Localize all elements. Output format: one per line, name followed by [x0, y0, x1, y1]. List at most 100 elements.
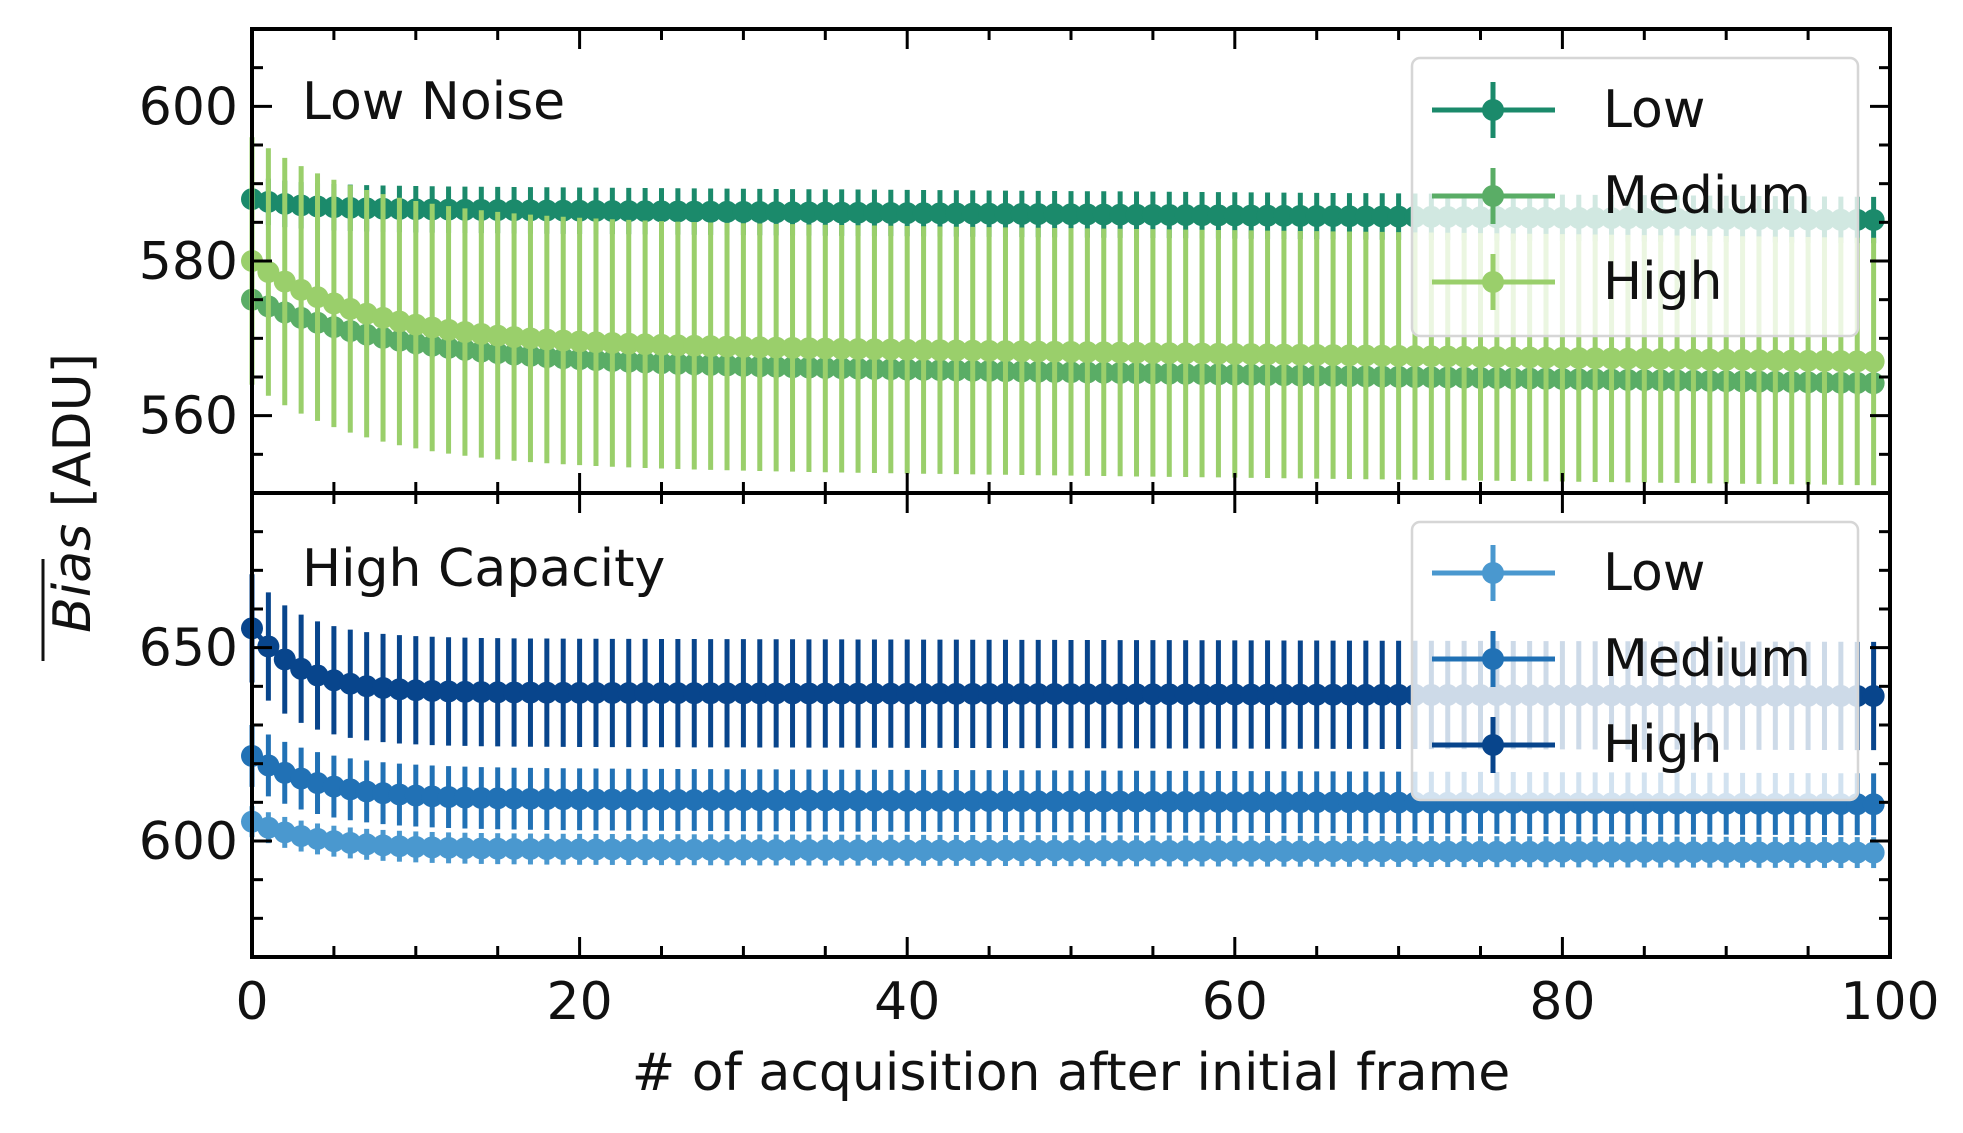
data-point: [748, 789, 771, 812]
data-point: [273, 821, 296, 844]
data-point: [470, 787, 493, 810]
data-point: [1027, 839, 1050, 862]
data-point: [830, 682, 853, 705]
data-point: [716, 335, 739, 358]
data-point: [470, 198, 493, 221]
data-point: [1125, 839, 1148, 862]
data-point: [1174, 839, 1197, 862]
data-point: [1518, 840, 1541, 863]
data-point: [1633, 347, 1656, 370]
data-point: [830, 337, 853, 360]
data-point: [486, 324, 509, 347]
data-point: [1649, 841, 1672, 864]
data-point: [978, 339, 1001, 362]
data-point: [1027, 340, 1050, 363]
data-point: [1698, 348, 1721, 371]
data-point: [355, 780, 378, 803]
data-point: [1240, 204, 1263, 227]
data-point: [617, 788, 640, 811]
data-point: [1043, 683, 1066, 706]
data-point: [1191, 790, 1214, 813]
data-point: [879, 682, 902, 705]
data-point: [1453, 840, 1476, 863]
data-point: [650, 333, 673, 356]
data-point: [1322, 344, 1345, 367]
data-point: [666, 334, 689, 357]
data-point: [437, 836, 460, 859]
data-point: [1387, 344, 1410, 367]
data-point: [945, 202, 968, 225]
data-point: [699, 200, 722, 223]
legend-label-low-noise-high: High: [1603, 252, 1723, 312]
y-axis-label-bias: Bias: [43, 524, 103, 633]
data-point: [1109, 341, 1132, 364]
data-point: [1289, 840, 1312, 863]
data-point: [879, 201, 902, 224]
data-point: [797, 839, 820, 862]
data-point: [1322, 205, 1345, 228]
y-tick-label: 650: [139, 619, 238, 679]
data-point: [486, 837, 509, 860]
data-point: [1666, 841, 1689, 864]
data-point: [486, 787, 509, 810]
data-point: [1584, 347, 1607, 370]
data-point: [781, 789, 804, 812]
data-point: [978, 790, 1001, 813]
data-point: [699, 838, 722, 861]
data-point: [1403, 345, 1426, 368]
data-point: [322, 669, 345, 692]
data-point: [1862, 793, 1885, 816]
data-point: [1502, 840, 1525, 863]
data-point: [1256, 840, 1279, 863]
data-point: [388, 678, 411, 701]
data-point: [1141, 683, 1164, 706]
data-point: [765, 201, 788, 224]
data-point: [732, 789, 755, 812]
data-point: [1436, 345, 1459, 368]
x-tick-label: 80: [1529, 972, 1595, 1032]
data-point: [1354, 683, 1377, 706]
data-point: [601, 199, 624, 222]
data-point: [453, 321, 476, 344]
data-point: [1174, 342, 1197, 365]
data-point: [1846, 350, 1869, 373]
data-point: [1469, 840, 1492, 863]
data-point: [503, 326, 526, 349]
data-point: [290, 825, 313, 848]
data-point: [1060, 203, 1082, 226]
data-point: [1666, 348, 1689, 371]
data-point: [1027, 790, 1050, 813]
data-point: [650, 838, 673, 861]
data-point: [1141, 839, 1164, 862]
data-point: [519, 787, 542, 810]
data-point: [1567, 840, 1590, 863]
data-point: [421, 836, 444, 859]
data-point: [453, 786, 476, 809]
high-capacity-title: High Capacity: [302, 539, 665, 599]
data-point: [847, 839, 870, 862]
data-point: [1076, 839, 1099, 862]
data-point: [1862, 841, 1885, 864]
y-tick-label: 600: [139, 812, 238, 872]
data-point: [1371, 683, 1394, 706]
data-point: [1387, 791, 1410, 814]
data-point: [879, 789, 902, 812]
data-point: [912, 839, 935, 862]
data-point: [896, 839, 919, 862]
low-noise-legend: Low Medium High: [1410, 56, 1860, 338]
data-point: [961, 682, 984, 705]
data-point: [814, 839, 837, 862]
data-point: [945, 339, 968, 362]
data-point: [1829, 350, 1852, 373]
data-point: [584, 838, 607, 861]
data-point: [634, 333, 657, 356]
svg-text:Bias [ADU]: Bias [ADU]: [43, 353, 103, 633]
x-tick-label: 40: [874, 972, 940, 1032]
legend-label-low-noise-low: Low: [1603, 80, 1705, 140]
data-point: [1403, 840, 1426, 863]
data-point: [1174, 790, 1197, 813]
data-point: [650, 682, 673, 705]
data-point: [666, 838, 689, 861]
data-point: [1322, 683, 1345, 706]
legend-marker-low-noise-medium: [1482, 185, 1504, 207]
